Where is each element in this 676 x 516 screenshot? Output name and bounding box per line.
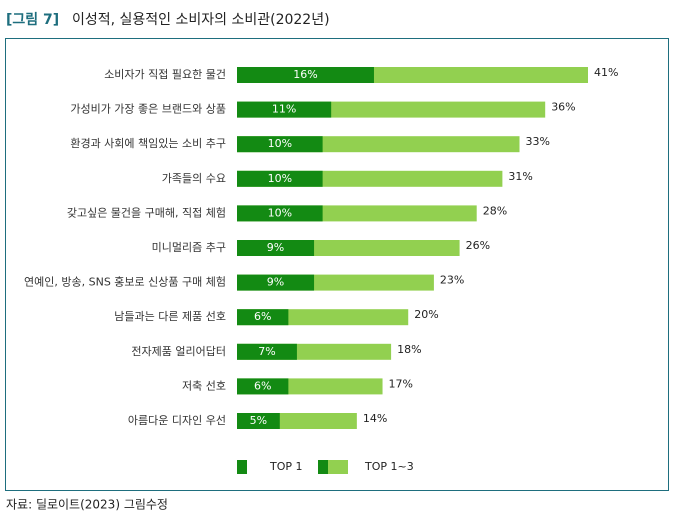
category-label: 남들과는 다른 제품 선호 bbox=[114, 310, 226, 323]
value-label: 9% bbox=[267, 276, 284, 289]
value-label: 20% bbox=[414, 308, 438, 321]
value-label: 28% bbox=[483, 204, 507, 217]
value-label: 18% bbox=[397, 343, 421, 356]
category-label: 저축 선호 bbox=[182, 379, 226, 392]
value-label: 17% bbox=[389, 377, 413, 390]
legend-swatch bbox=[318, 460, 328, 474]
value-label: 5% bbox=[250, 414, 267, 427]
value-label: 9% bbox=[267, 241, 284, 254]
bar bbox=[237, 413, 280, 429]
legend-label: TOP 1~3 bbox=[364, 460, 414, 473]
value-label: 14% bbox=[363, 412, 387, 425]
bar bbox=[237, 205, 323, 222]
category-label: 연예인, 방송, SNS 홍보로 신상품 구매 체험 bbox=[24, 275, 226, 289]
value-label: 7% bbox=[258, 345, 275, 358]
source: 자료: 딜로이트(2023) 그림수정 bbox=[6, 498, 168, 512]
bar bbox=[237, 343, 297, 360]
value-label: 6% bbox=[254, 310, 271, 323]
value-label: 10% bbox=[268, 137, 292, 150]
value-label: 26% bbox=[466, 239, 490, 252]
bar bbox=[237, 67, 374, 83]
value-label: 6% bbox=[254, 379, 271, 392]
value-label: 23% bbox=[440, 274, 464, 287]
frame bbox=[5, 38, 669, 491]
bar bbox=[237, 101, 332, 118]
legend-label: TOP 1 bbox=[269, 460, 303, 473]
category-label: 가족들의 수요 bbox=[162, 172, 226, 185]
category-label: 가성비가 가장 좋은 브랜드와 상품 bbox=[70, 103, 226, 116]
category-label: 전자제품 얼리어답터 bbox=[131, 344, 226, 358]
category-label: 미니멀리즘 추구 bbox=[152, 241, 226, 254]
figure-label: [그림 7] bbox=[6, 12, 59, 28]
bar bbox=[237, 309, 289, 326]
category-label: 아름다운 디자인 우선 bbox=[128, 414, 226, 427]
value-label: 33% bbox=[526, 135, 550, 148]
legend-swatch bbox=[328, 460, 348, 474]
bar bbox=[237, 136, 323, 153]
category-label: 갖고싶은 물건을 구매해, 직접 체험 bbox=[67, 205, 226, 219]
legend-swatch bbox=[237, 460, 247, 474]
category-label: 환경과 사회에 책임있는 소비 추구 bbox=[70, 137, 226, 150]
category-label: 소비자가 직접 필요한 물건 bbox=[104, 68, 226, 81]
bar bbox=[237, 170, 323, 187]
bar bbox=[237, 274, 315, 291]
value-label: 11% bbox=[272, 103, 296, 116]
bar bbox=[237, 378, 289, 395]
value-label: 10% bbox=[268, 172, 292, 185]
value-label: 36% bbox=[551, 101, 575, 114]
chart-title: 이성적, 실용적인 소비자의 소비관(2022년) bbox=[72, 12, 330, 28]
value-label: 10% bbox=[268, 206, 292, 219]
value-label: 31% bbox=[508, 170, 532, 183]
value-label: 16% bbox=[293, 68, 317, 81]
bar bbox=[237, 240, 315, 256]
value-label: 41% bbox=[594, 66, 618, 79]
